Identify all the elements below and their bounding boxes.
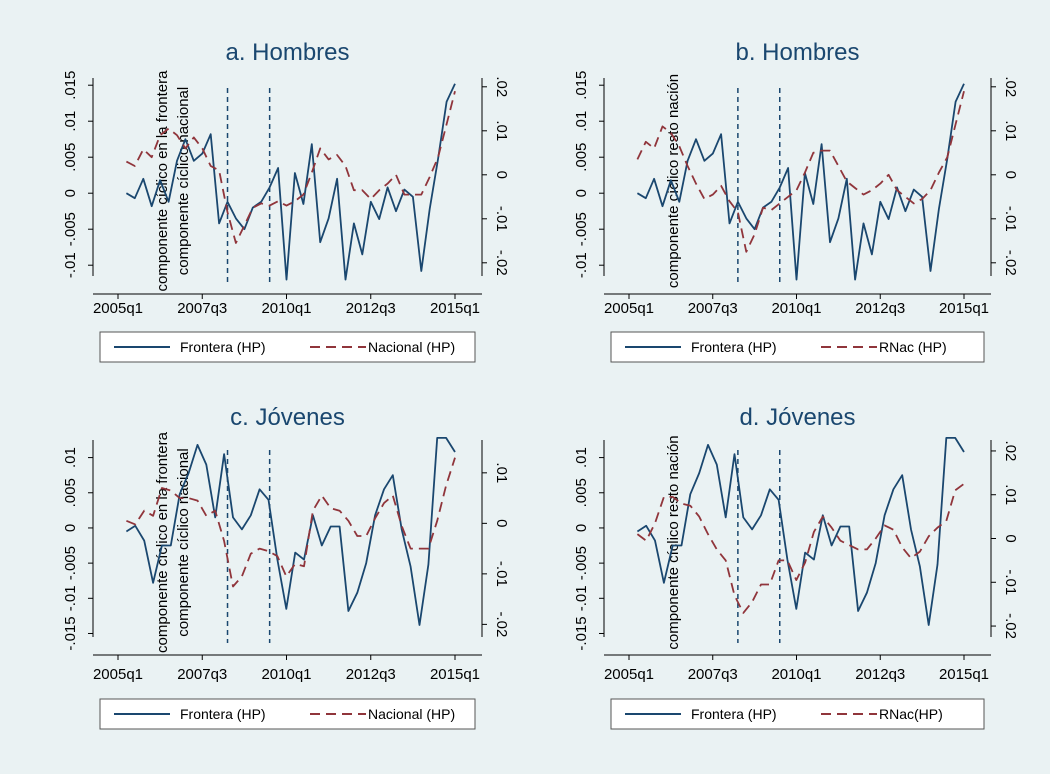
- y1-tick-label: 0: [62, 524, 79, 532]
- legend-label-nacional: RNac(HP): [879, 706, 943, 722]
- x-tick-label: 2007q3: [688, 666, 738, 683]
- y1-tick-label: -.01: [573, 252, 590, 278]
- y1-tick-label: -.015: [573, 616, 590, 650]
- y1-tick-label: -.01: [62, 252, 79, 278]
- x-tick-label: 2010q1: [261, 666, 311, 683]
- y2-tick-label: .01: [493, 462, 510, 483]
- panel-c: c. Jóvenes -.015 -.01 -.005 0 .005 .01 -.02 -.01…: [62, 404, 510, 730]
- y1-axis-title: componente cíclico resto nación: [665, 435, 682, 649]
- y1-tick-label: .005: [573, 478, 590, 507]
- y1-axis-title: componente cíclico en la frontera: [154, 431, 171, 653]
- y1-tick-label: .01: [573, 111, 590, 132]
- y1-tick-label: .01: [62, 111, 79, 132]
- y2-tick-label: -.01: [1002, 206, 1019, 232]
- y2-tick-label: -.01: [493, 561, 510, 587]
- x-tick-label: 2015q1: [939, 300, 989, 317]
- y2-tick-label: -.02: [1002, 250, 1019, 276]
- y2-tick-label: .02: [493, 76, 510, 97]
- y1-tick-label: -.005: [62, 212, 79, 246]
- x-tick-label: 2007q3: [688, 300, 738, 317]
- x-tick-label: 2007q3: [177, 300, 227, 317]
- legend-label-frontera: Frontera (HP): [180, 706, 266, 722]
- series-line-nacional: [125, 90, 456, 244]
- panel-a: a. Hombres -.01 -.005 0 .005 .01 .015 -.02 -.01 0…: [62, 39, 510, 363]
- legend-label-nacional: Nacional (HP): [368, 339, 455, 355]
- legend-label-nacional: RNac (HP): [879, 339, 947, 355]
- x-tick-label: 2005q1: [604, 300, 654, 317]
- y1-tick-label: 0: [573, 189, 590, 197]
- x-tick-label: 2012q3: [346, 300, 396, 317]
- legend-label-frontera: Frontera (HP): [691, 706, 777, 722]
- series-line-nacional: [636, 483, 965, 614]
- y2-tick-label: 0: [1002, 171, 1019, 179]
- chart-title: c. Jóvenes: [230, 404, 345, 431]
- x-tick-label: 2012q3: [855, 300, 905, 317]
- y1-tick-label: .01: [62, 447, 79, 468]
- x-tick-label: 2012q3: [855, 666, 905, 683]
- series-line-frontera: [125, 83, 456, 281]
- y1-tick-label: -.01: [573, 585, 590, 611]
- y2-tick-label: .02: [1002, 76, 1019, 97]
- x-tick-label: 2015q1: [430, 300, 480, 317]
- y2-tick-label: .01: [1002, 484, 1019, 505]
- y1-tick-label: -.005: [62, 546, 79, 580]
- legend-label-nacional: Nacional (HP): [368, 706, 455, 722]
- y2-tick-label: .02: [1002, 441, 1019, 462]
- x-tick-label: 2005q1: [93, 666, 143, 683]
- y2-tick-label: .01: [1002, 120, 1019, 141]
- y1-tick-label: .01: [573, 447, 590, 468]
- chart-title: b. Hombres: [735, 39, 859, 66]
- y1-tick-label: -.01: [62, 585, 79, 611]
- y1-tick-label: 0: [62, 189, 79, 197]
- x-tick-label: 2015q1: [939, 666, 989, 683]
- y2-tick-label: 0: [493, 519, 510, 527]
- x-tick-label: 2012q3: [346, 666, 396, 683]
- y2-tick-label: -.02: [1002, 613, 1019, 639]
- x-tick-label: 2015q1: [430, 666, 480, 683]
- y1-tick-label: -.005: [573, 546, 590, 580]
- y1-tick-label: .015: [62, 71, 79, 100]
- x-tick-label: 2005q1: [604, 666, 654, 683]
- y2-tick-label: 0: [493, 171, 510, 179]
- legend-label-frontera: Frontera (HP): [691, 339, 777, 355]
- y2-tick-label: -.01: [493, 206, 510, 232]
- y1-axis-title: componente cíclico resto nación: [665, 74, 682, 288]
- y1-tick-label: -.005: [573, 212, 590, 246]
- chart-title: a. Hombres: [225, 39, 349, 66]
- y2-tick-label: .01: [493, 120, 510, 141]
- y1-axis-title: componente cíclico en la frontera: [154, 70, 171, 292]
- series-line-frontera: [636, 436, 965, 626]
- y1-tick-label: .015: [573, 71, 590, 100]
- y2-axis-title: componente cíclico nacional: [175, 448, 192, 636]
- series-line-nacional: [126, 457, 456, 588]
- y2-tick-label: 0: [1002, 534, 1019, 542]
- y1-tick-label: .005: [62, 478, 79, 507]
- y2-tick-label: -.02: [493, 611, 510, 637]
- y1-tick-label: 0: [573, 524, 590, 532]
- chart-title: d. Jóvenes: [739, 404, 855, 431]
- y1-tick-label: .005: [62, 143, 79, 172]
- x-tick-label: 2005q1: [93, 300, 143, 317]
- y1-tick-label: -.015: [62, 616, 79, 650]
- y2-axis-title: componente cíclico nacional: [175, 87, 192, 275]
- y2-tick-label: -.02: [493, 250, 510, 276]
- legend-label-frontera: Frontera (HP): [180, 339, 266, 355]
- panel-b: b. Hombres -.01 -.005 0 .005 .01 .015 -.02 -.01 0…: [573, 39, 1019, 363]
- y1-tick-label: .005: [573, 143, 590, 172]
- panel-d: d. Jóvenes -.015 -.01 -.005 0 .005 .01 -.02 -.01…: [573, 404, 1019, 730]
- x-tick-label: 2010q1: [261, 300, 311, 317]
- y2-tick-label: -.01: [1002, 569, 1019, 595]
- x-tick-label: 2007q3: [177, 666, 227, 683]
- x-tick-label: 2010q1: [771, 300, 821, 317]
- series-line-nacional: [636, 90, 965, 253]
- x-tick-label: 2010q1: [771, 666, 821, 683]
